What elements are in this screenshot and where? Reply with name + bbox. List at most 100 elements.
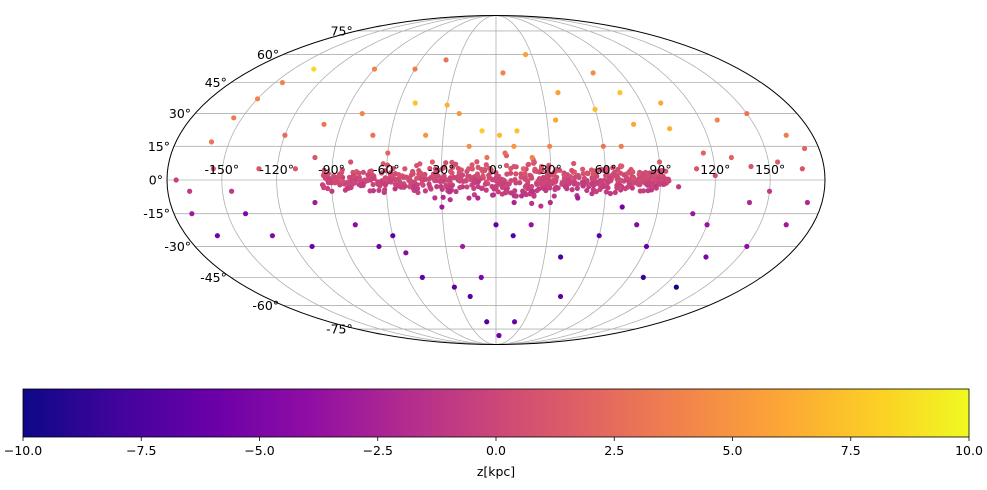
scatter-point bbox=[376, 187, 382, 193]
scatter-point bbox=[312, 199, 318, 206]
scatter-point bbox=[783, 222, 789, 228]
colorbar-tick-label: −10.0 bbox=[4, 443, 42, 458]
scatter-point bbox=[309, 243, 315, 250]
scatter-point bbox=[545, 164, 552, 171]
scatter-point bbox=[466, 195, 472, 201]
lat-tick-label: 60° bbox=[257, 47, 279, 62]
colorbar: −10.0 −7.5 −5.0 −2.5 0.0 2.5 5.0 7.5 10.0 z[kpc] bbox=[4, 388, 983, 479]
scatter-point bbox=[676, 184, 682, 190]
colorbar-gradient bbox=[22, 388, 970, 438]
scatter-point bbox=[416, 167, 422, 174]
scatter-point bbox=[584, 187, 590, 194]
scatter-point bbox=[652, 171, 658, 178]
scatter-point bbox=[400, 174, 407, 180]
scatter-point bbox=[415, 189, 421, 196]
scatter-point bbox=[555, 185, 561, 191]
scatter-point bbox=[636, 171, 642, 177]
scatter-point bbox=[441, 173, 447, 179]
scatter-point bbox=[629, 185, 635, 191]
scatter-point bbox=[522, 170, 528, 177]
scatter-point bbox=[714, 117, 720, 123]
scatter-point bbox=[617, 90, 623, 96]
scatter-point bbox=[408, 172, 415, 178]
scatter-point bbox=[535, 177, 542, 184]
scatter-point bbox=[580, 166, 586, 172]
scatter-point bbox=[529, 154, 535, 161]
scatter-point bbox=[480, 168, 486, 174]
scatter-point bbox=[484, 319, 490, 325]
scatter-point bbox=[693, 166, 700, 172]
scatter-point bbox=[508, 178, 514, 184]
lat-tick-label: -75° bbox=[326, 322, 353, 337]
scatter-point bbox=[544, 183, 550, 189]
scatter-point bbox=[744, 110, 750, 117]
scatter-point bbox=[558, 254, 564, 260]
scatter-point bbox=[603, 189, 609, 195]
scatter-point bbox=[501, 180, 507, 186]
scatter-point bbox=[292, 166, 299, 172]
scatter-point bbox=[453, 161, 459, 167]
scatter-point bbox=[801, 145, 808, 152]
scatter-point bbox=[624, 174, 630, 181]
scatter-point bbox=[673, 284, 679, 290]
scatter-point bbox=[630, 121, 637, 127]
scatter-point bbox=[634, 222, 640, 228]
scatter-point bbox=[589, 191, 595, 197]
scatter-point bbox=[513, 193, 519, 199]
scatter-point bbox=[368, 168, 374, 174]
lat-tick-label: 0° bbox=[149, 173, 163, 188]
scatter-point bbox=[529, 183, 535, 190]
scatter-point bbox=[499, 191, 505, 197]
scatter-point bbox=[580, 171, 586, 177]
scatter-point bbox=[417, 161, 423, 167]
scatter-point bbox=[538, 163, 545, 170]
scatter-point bbox=[412, 100, 418, 106]
scatter-point bbox=[528, 173, 534, 179]
lat-tick-label: 45° bbox=[205, 75, 227, 90]
scatter-point bbox=[766, 188, 773, 194]
scatter-point bbox=[419, 274, 425, 280]
scatter-point bbox=[380, 161, 386, 167]
colorbar-tick-label: 2.5 bbox=[604, 443, 624, 458]
scatter-point bbox=[600, 184, 606, 190]
scatter-point bbox=[457, 184, 463, 191]
scatter-point bbox=[571, 160, 577, 167]
scatter-point bbox=[629, 169, 635, 175]
scatter-point bbox=[496, 332, 502, 339]
scatter-point bbox=[474, 159, 480, 165]
scatter-point bbox=[427, 165, 433, 172]
scatter-point bbox=[189, 211, 195, 217]
scatter-point bbox=[397, 179, 403, 185]
scatter-point bbox=[377, 183, 383, 189]
scatter-point bbox=[321, 121, 327, 127]
scatter-point bbox=[523, 191, 529, 198]
scatter-point bbox=[605, 185, 611, 191]
scatter-point bbox=[329, 188, 335, 194]
colorbar-tick-label: 0.0 bbox=[486, 443, 506, 458]
lon-tick-label: -150° bbox=[205, 162, 240, 177]
scatter-point bbox=[580, 179, 586, 186]
scatter-point bbox=[703, 254, 709, 260]
scatter-point bbox=[447, 188, 454, 194]
scatter-point bbox=[419, 180, 425, 187]
scatter-point bbox=[581, 175, 588, 181]
scatter-point bbox=[536, 186, 542, 192]
scatter-point bbox=[612, 189, 618, 196]
scatter-point bbox=[601, 167, 607, 174]
scatter-point bbox=[464, 184, 470, 190]
scatter-point bbox=[594, 179, 600, 185]
scatter-point bbox=[584, 170, 590, 176]
scatter-point bbox=[540, 174, 546, 181]
scatter-point bbox=[432, 178, 438, 184]
scatter-point bbox=[746, 199, 753, 206]
scatter-point bbox=[429, 159, 436, 165]
scatter-point bbox=[514, 128, 520, 134]
scatter-point bbox=[488, 166, 494, 173]
scatter-point bbox=[351, 173, 357, 179]
scatter-point bbox=[547, 199, 553, 206]
lon-tick-label: 30° bbox=[540, 162, 562, 177]
scatter-point bbox=[667, 126, 673, 132]
scatter-point bbox=[561, 178, 567, 184]
scatter-point bbox=[433, 166, 439, 172]
scatter-point bbox=[646, 180, 652, 186]
